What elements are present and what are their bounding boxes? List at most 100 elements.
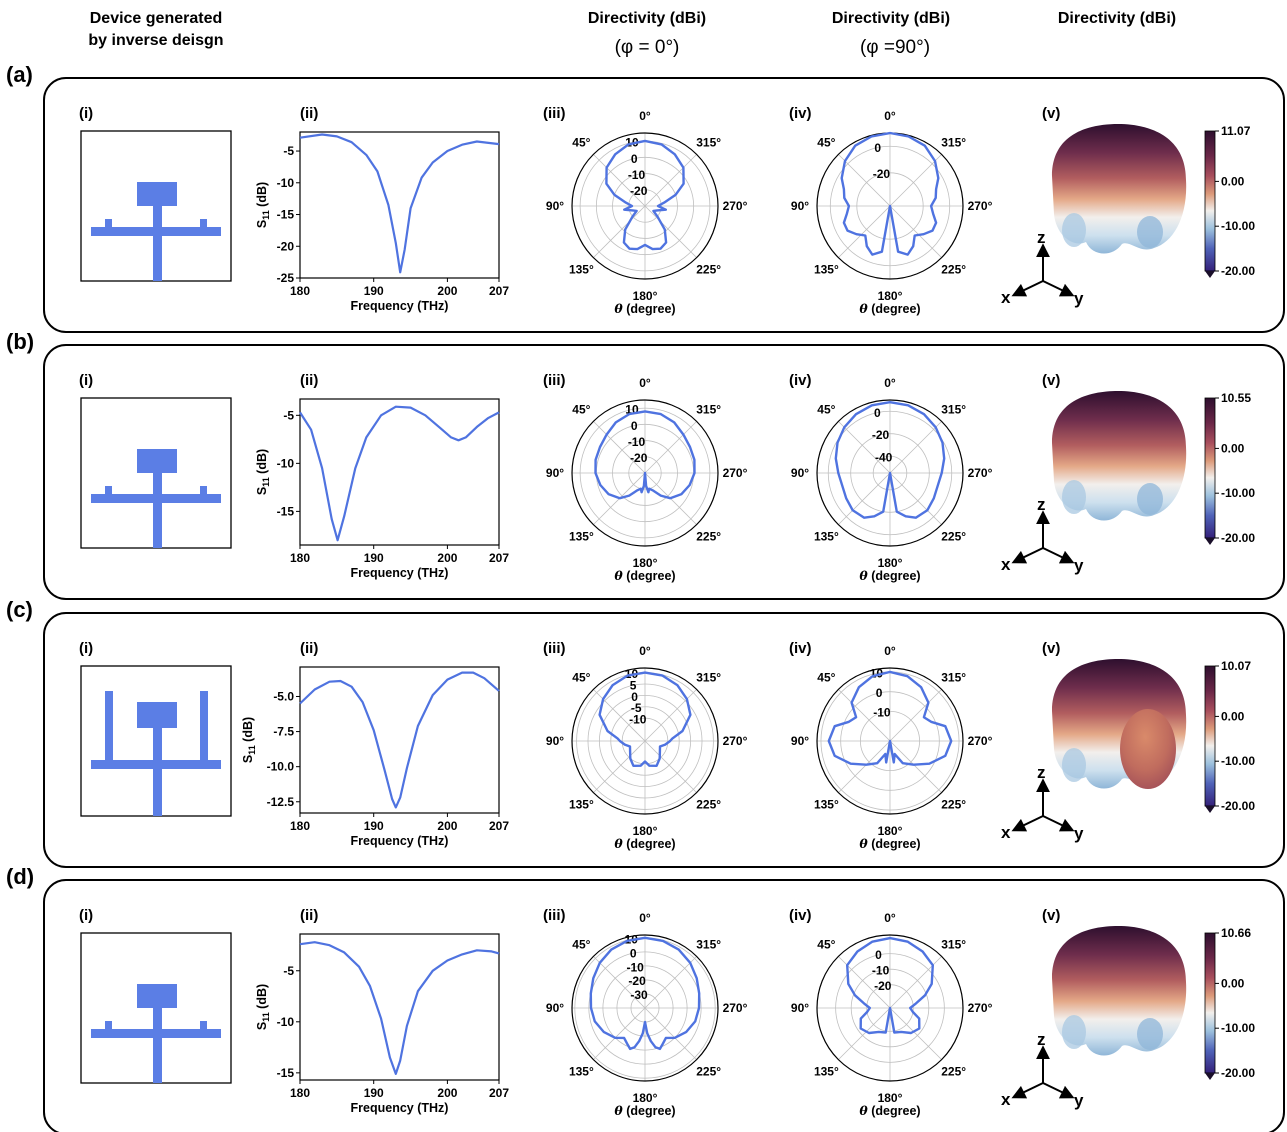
- polar-pattern-curve: [598, 671, 692, 767]
- polar-grid-spoke: [644, 154, 697, 207]
- polar-grid-spoke: [889, 689, 942, 742]
- lower-lobe: [1062, 1015, 1086, 1049]
- s11-xtick-label: 190: [364, 284, 384, 298]
- panel-label: (iv): [789, 907, 812, 924]
- polar-grid-spoke: [838, 205, 891, 258]
- polar-grid-spoke: [889, 154, 942, 207]
- panel-label: (v): [1042, 640, 1060, 657]
- s11-ytick-label: -10: [277, 456, 295, 470]
- polar-ring-label: -10: [628, 435, 646, 449]
- s11-xtick-label: 190: [364, 1086, 384, 1100]
- colorbar: 11.07 0.00 -10.00 -20.00: [1204, 124, 1255, 278]
- polar-pattern-curve: [834, 401, 946, 519]
- polar-ring-label: 0: [874, 406, 881, 420]
- colorbar-tick-label: 0.00: [1221, 174, 1245, 188]
- s11-ytick-label: -12.5: [267, 795, 295, 809]
- polar-ring-label: -20: [630, 451, 648, 465]
- polar-angle-label: 270°: [723, 199, 748, 213]
- polar-angle-label: 45°: [572, 402, 590, 416]
- header-phi0: (φ = 0°): [615, 37, 680, 58]
- s11-ylabel: S11 (dB): [255, 984, 271, 1030]
- panel-label: (i): [79, 907, 93, 924]
- colorbar-tick-label: -20.00: [1221, 799, 1255, 813]
- polar-grid-spoke: [593, 421, 646, 474]
- polar-chart-phi0: 0°315°270°225°180°135°90°45° 100-10-20θ (…: [546, 109, 748, 316]
- panel-label: (iv): [789, 105, 812, 122]
- polar-ring-label: -5: [631, 701, 642, 715]
- polar-grid-spoke: [889, 421, 942, 474]
- device-patch: [137, 182, 177, 206]
- colorbar-tick-label: 0.00: [1221, 976, 1245, 990]
- colorbar: 10.07 0.00 -10.00 -20.00: [1204, 659, 1255, 813]
- panel-label: (v): [1042, 372, 1060, 389]
- s11-ytick-label: -15: [277, 208, 295, 222]
- s11-plot-frame: [299, 666, 500, 814]
- polar-angle-label: 135°: [814, 1065, 839, 1079]
- s11-xtick-label: 180: [290, 819, 310, 833]
- polar-angle-label: 135°: [569, 798, 594, 812]
- row-label: (d): [6, 864, 34, 889]
- y-axis-label: y: [1074, 556, 1084, 575]
- polar-grid-spoke: [593, 689, 646, 742]
- s11-plot-frame: [299, 131, 500, 279]
- directivity-3d: x y z: [1001, 391, 1187, 575]
- polar-angle-label: 225°: [696, 263, 721, 277]
- x-axis-label: x: [1001, 288, 1011, 307]
- row-frame: [43, 344, 1285, 600]
- colorbar-extend-arrow: [1205, 271, 1215, 278]
- polar-angle-label: 135°: [814, 798, 839, 812]
- row-label: (b): [6, 329, 34, 354]
- polar-pattern-curve: [605, 139, 685, 251]
- row-frame: [43, 612, 1285, 868]
- colorbar-tick-label: -10.00: [1221, 754, 1255, 768]
- s11-xtick-label: 207: [489, 551, 509, 565]
- s11-ytick-label: -10: [277, 176, 295, 190]
- polar-angle-label: 225°: [696, 530, 721, 544]
- polar-angle-label: 225°: [941, 263, 966, 277]
- polar-angle-label: 90°: [546, 199, 564, 213]
- panel-label: (ii): [300, 907, 318, 924]
- row-frame: [43, 77, 1285, 333]
- header-phi90: (φ =90°): [860, 37, 930, 58]
- y-axis-arrow: [1042, 1082, 1075, 1099]
- polar-ring-label: 0: [875, 948, 882, 962]
- polar-grid-spoke: [838, 689, 891, 742]
- colorbar-tick-label: -10.00: [1221, 219, 1255, 233]
- lower-lobe: [1137, 216, 1163, 248]
- panel-label: (iv): [789, 640, 812, 657]
- polar-ring-label: 0: [876, 686, 883, 700]
- polar-angle-label: 45°: [817, 937, 835, 951]
- polar-grid-spoke: [838, 154, 891, 207]
- polar-grid-spoke: [593, 1007, 646, 1060]
- polar-chart-phi0: 0°315°270°225°180°135°90°45° 100-10-20θ (…: [546, 376, 748, 583]
- device-stem: [153, 995, 162, 1083]
- polar-angle-label: 225°: [696, 798, 721, 812]
- s11-ytick-label: -5: [283, 144, 294, 158]
- header-device-line1: Device generated: [90, 10, 223, 27]
- z-axis-label: z: [1037, 495, 1046, 514]
- panel-label: (iii): [543, 907, 566, 924]
- s11-xlabel: Frequency (THz): [351, 299, 449, 313]
- s11-plot-frame: [299, 933, 500, 1081]
- row-frame: [43, 879, 1285, 1132]
- polar-frame: [571, 667, 719, 815]
- device-layout: [80, 665, 232, 817]
- polar-angle-label: 90°: [546, 1001, 564, 1015]
- panel-label: (iii): [543, 105, 566, 122]
- polar-ring-label: -10: [628, 168, 646, 182]
- polar-angle-label: 225°: [696, 1065, 721, 1079]
- polar-angle-label: 315°: [941, 670, 966, 684]
- colorbar-extend-arrow: [1205, 538, 1215, 545]
- y-axis-arrow: [1042, 280, 1075, 297]
- x-axis-label: x: [1001, 823, 1011, 842]
- panel-label: (iii): [543, 640, 566, 657]
- x-axis-arrow: [1011, 815, 1044, 832]
- row-label: (c): [6, 597, 33, 622]
- device-layout: [80, 130, 232, 282]
- s11-ytick-label: -25: [277, 271, 295, 285]
- panel-label: (i): [79, 372, 93, 389]
- x-axis-arrow: [1011, 1082, 1044, 1099]
- polar-angle-label: 270°: [968, 734, 993, 748]
- polar-frame: [571, 132, 719, 280]
